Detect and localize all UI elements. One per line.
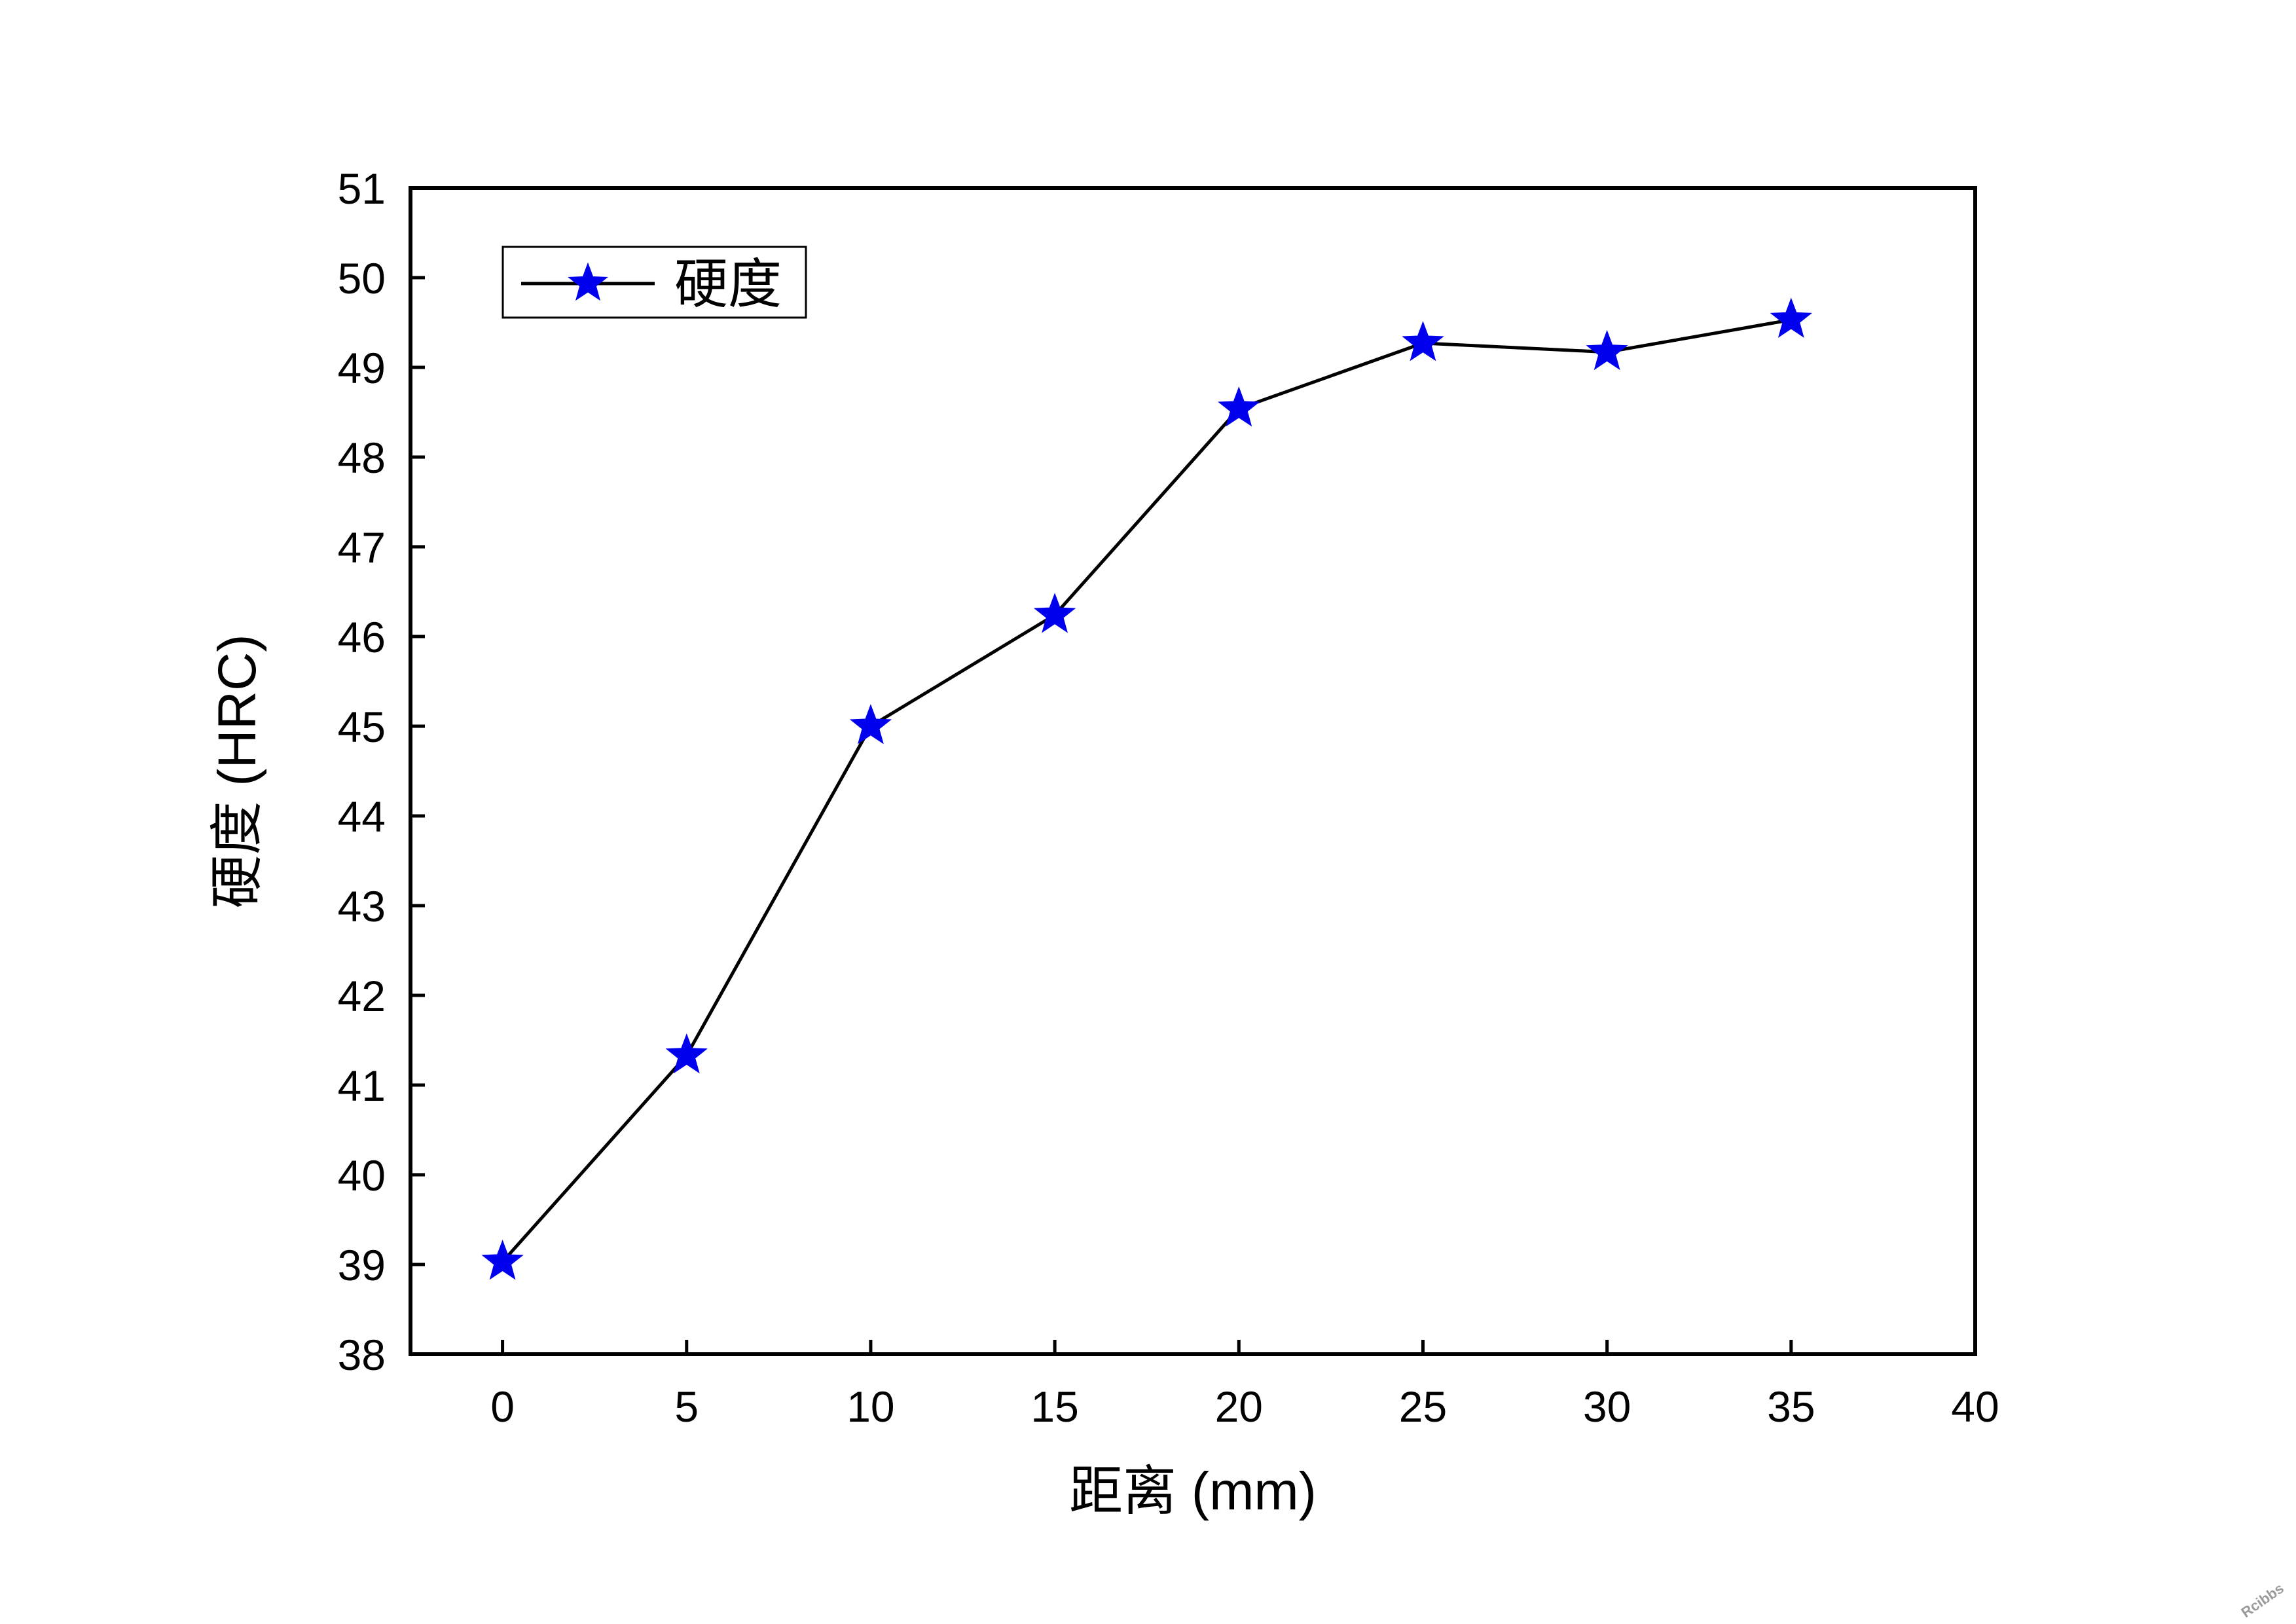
y-tick-label: 40 — [338, 1151, 386, 1200]
plot-frame — [409, 186, 1977, 1356]
series-line-segment — [1607, 318, 1792, 354]
y-axis-ticks: 38 39 40 41 42 43 44 45 46 47 48 49 50 51 — [338, 164, 425, 1379]
series-line-segment — [869, 613, 1056, 728]
x-tick-label: 25 — [1399, 1382, 1447, 1431]
y-tick-label: 47 — [338, 523, 386, 572]
data-point-star — [665, 1033, 708, 1074]
y-tick-label: 38 — [338, 1331, 386, 1379]
y-tick-label: 48 — [338, 434, 386, 482]
y-tick-label: 42 — [338, 972, 386, 1020]
y-tick-label: 49 — [338, 344, 386, 392]
y-tick-label: 44 — [338, 792, 386, 841]
legend-label: 硬度 — [674, 255, 782, 314]
series-line-segment — [501, 1054, 688, 1263]
series-line-segment — [1053, 407, 1241, 616]
x-tick-label: 0 — [490, 1382, 515, 1431]
x-tick-label: 5 — [674, 1382, 699, 1431]
x-tick-label: 35 — [1767, 1382, 1815, 1431]
data-point-star — [1033, 593, 1076, 633]
x-tick-label: 20 — [1215, 1382, 1263, 1431]
y-axis-title: 硬度 (HRC) — [208, 634, 267, 908]
data-point-star — [849, 704, 892, 745]
x-axis-title: 距离 (mm) — [1069, 1462, 1317, 1521]
y-tick-label: 46 — [338, 613, 386, 661]
legend: 硬度 — [501, 246, 807, 319]
x-tick-label: 30 — [1583, 1382, 1631, 1431]
series-line-segment — [685, 725, 873, 1057]
data-point-star — [1218, 386, 1260, 427]
y-tick-label: 39 — [338, 1241, 386, 1289]
watermark: Rcibbs — [2238, 1580, 2286, 1621]
series-line-segment — [1423, 341, 1607, 354]
data-point-star — [1586, 329, 1628, 371]
data-point-star — [481, 1240, 524, 1280]
y-tick-label: 50 — [338, 254, 386, 303]
series-lines — [501, 318, 1792, 1263]
data-point-star — [1402, 321, 1444, 361]
y-tick-label: 45 — [338, 703, 386, 751]
data-point-star — [1770, 297, 1813, 338]
y-tick-label: 41 — [338, 1061, 386, 1110]
series-markers — [481, 297, 1813, 1280]
y-tick-label: 51 — [338, 164, 386, 213]
y-tick-label: 43 — [338, 882, 386, 931]
x-tick-label: 15 — [1030, 1382, 1078, 1431]
x-axis-ticks: 0 5 10 15 20 25 30 35 40 — [490, 1340, 1999, 1431]
series-line-segment — [1238, 341, 1424, 411]
x-tick-label: 10 — [847, 1382, 894, 1431]
legend-star-marker — [568, 262, 608, 301]
x-tick-label: 40 — [1951, 1382, 1999, 1431]
